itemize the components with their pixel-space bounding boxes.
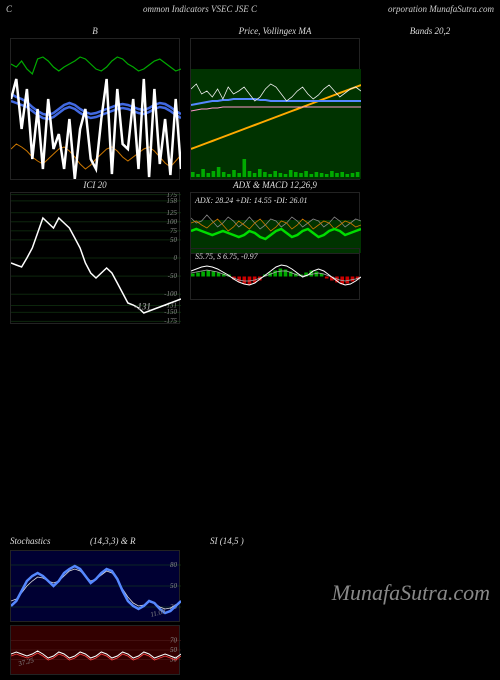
- page-header: C ommon Indicators VSEC JSE C orporation…: [0, 0, 500, 18]
- bbands-title-right: Bands 20,2: [370, 24, 490, 38]
- svg-text:75: 75: [170, 227, 178, 235]
- rsi-chart: 30507037.25: [10, 625, 180, 675]
- svg-text:ADX: 28.24 +DI: 14.55 -DI: 2: ADX: 28.24 +DI: 14.55 -DI: 26.01: [194, 196, 308, 205]
- svg-text:158: 158: [167, 197, 178, 205]
- svg-text:70: 70: [170, 636, 178, 644]
- svg-text:50: 50: [170, 646, 178, 654]
- cci-title: ICI 20: [10, 178, 180, 192]
- svg-text:11.09: 11.09: [149, 607, 166, 619]
- svg-text:-50: -50: [168, 272, 178, 280]
- bbands-title: B: [10, 24, 180, 38]
- svg-text:50: 50: [170, 582, 178, 590]
- svg-text:-150: -150: [164, 308, 177, 316]
- watermark-text: MunafaSutra.com: [332, 580, 490, 606]
- header-left: C: [6, 4, 12, 14]
- macd-hist-chart: S5.75, S 6.75, -0.97: [190, 248, 360, 300]
- svg-text:37.25: 37.25: [16, 656, 35, 668]
- price-ma-chart: [190, 38, 360, 180]
- adx-macd-title: ADX & MACD 12,26,9: [190, 178, 360, 192]
- header-right: orporation MunafaSutra.com: [388, 4, 494, 14]
- price-ma-title: Price, Vollingex MA: [190, 24, 360, 38]
- bbands-chart: [10, 38, 180, 180]
- stoch-chart: 20508011.09: [10, 550, 180, 622]
- stoch-title: Stochastics: [10, 536, 90, 546]
- svg-text:-131: -131: [135, 301, 152, 311]
- adx-macd-chart: ADX: 28.24 +DI: 14.55 -DI: 26.01: [190, 192, 360, 254]
- svg-text:50: 50: [170, 236, 178, 244]
- svg-text:-100: -100: [164, 290, 177, 298]
- svg-text:0: 0: [174, 254, 178, 262]
- svg-text:100: 100: [167, 218, 178, 226]
- svg-text:-175: -175: [164, 317, 177, 323]
- header-center: ommon Indicators VSEC JSE C: [143, 4, 257, 14]
- cci-chart: 17515812510075500-50-100-131-150-175-131: [10, 192, 180, 324]
- svg-text:125: 125: [167, 209, 178, 217]
- stoch-title-right: SI (14,5 ): [210, 536, 244, 546]
- svg-text:S5.75, S 6.75,: S5.75, S 6.75, -0.97: [195, 252, 259, 261]
- svg-text:80: 80: [170, 561, 178, 569]
- stoch-title-mid: (14,3,3) & R: [90, 536, 210, 546]
